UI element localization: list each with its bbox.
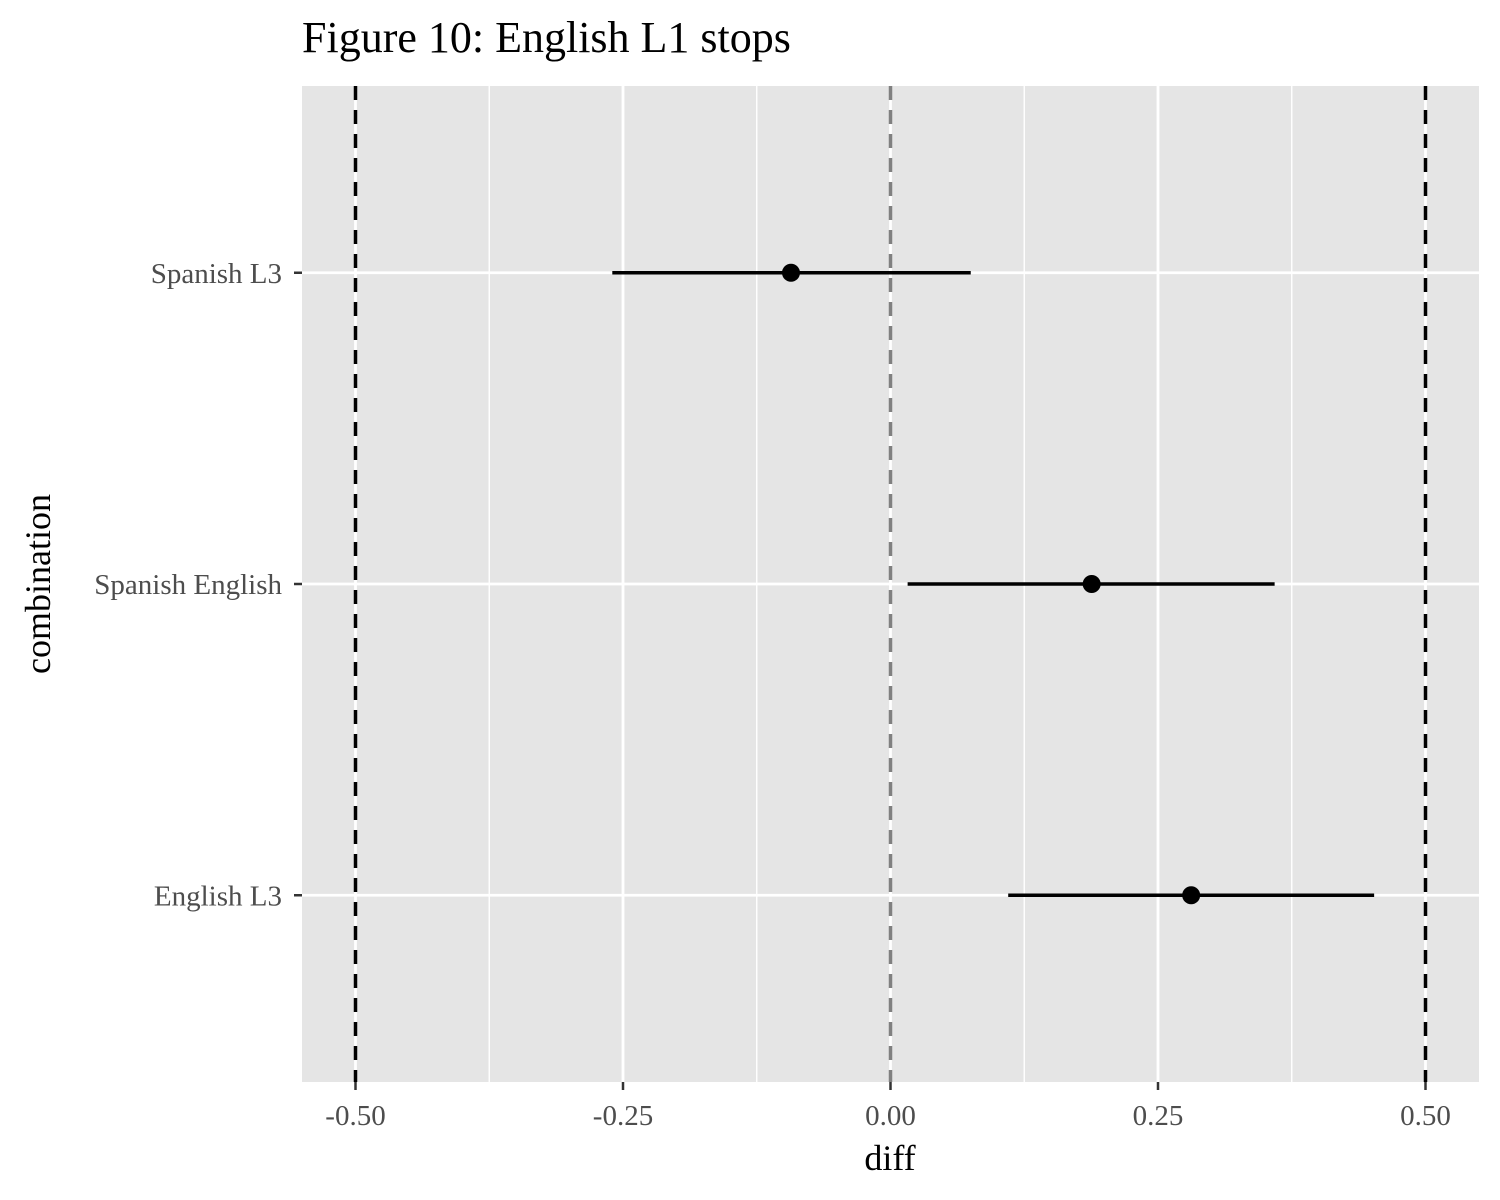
axes: -0.50 -0.25 0.00 0.25 0.50 Spanish L3 Spanish … xyxy=(94,258,1451,1132)
x-tick-label: -0.25 xyxy=(593,1100,653,1132)
x-tick-label: 0.25 xyxy=(1133,1100,1184,1132)
x-tick-label: 0.50 xyxy=(1400,1100,1451,1132)
data-marks xyxy=(612,263,1375,905)
y-tick-label: Spanish English xyxy=(94,569,282,601)
point-estimate xyxy=(781,263,800,282)
x-tick-label: 0.00 xyxy=(865,1100,916,1132)
y-tick-label: English L3 xyxy=(154,880,282,912)
y-tick-label: Spanish L3 xyxy=(151,258,282,290)
point-estimate xyxy=(1182,886,1201,905)
y-axis-title: combination xyxy=(18,494,58,674)
x-axis-title: diff xyxy=(864,1138,915,1178)
x-tick-label: -0.50 xyxy=(325,1100,385,1132)
chart-title: Figure 10: English L1 stops xyxy=(302,13,791,62)
point-estimate xyxy=(1082,575,1101,593)
